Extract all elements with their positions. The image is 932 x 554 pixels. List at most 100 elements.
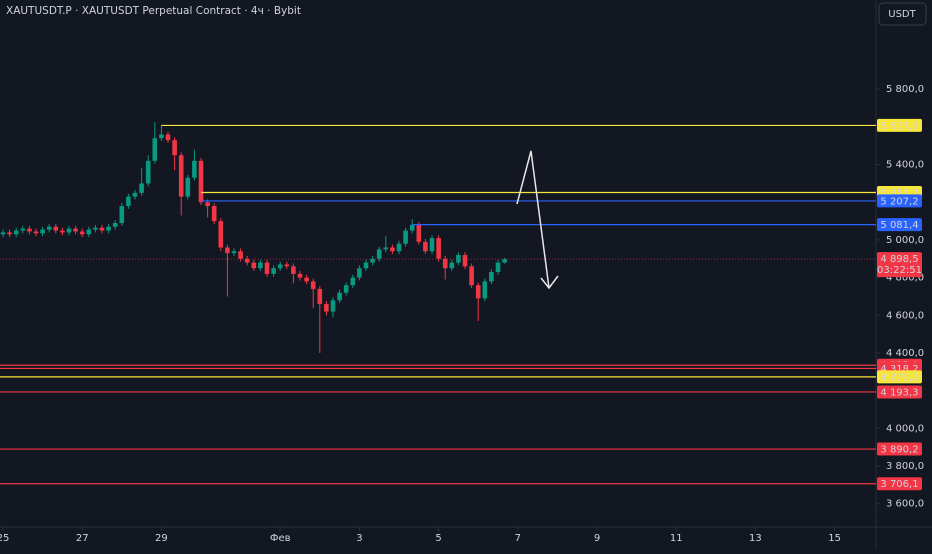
y-tick-label: 4 800,0 bbox=[886, 273, 924, 284]
candle-body bbox=[7, 232, 12, 235]
candle-body bbox=[383, 247, 389, 250]
candle-body bbox=[60, 230, 65, 233]
candle-body bbox=[66, 228, 72, 233]
candle-body bbox=[112, 222, 118, 227]
drawn-arrow bbox=[516, 150, 550, 289]
candle-body bbox=[409, 224, 415, 231]
candle-body bbox=[205, 202, 210, 207]
candle-body bbox=[403, 230, 408, 244]
candle-body bbox=[297, 273, 303, 278]
candle-body bbox=[469, 266, 474, 286]
level-label-box bbox=[877, 218, 922, 232]
y-tick-label: 5 000,0 bbox=[886, 235, 924, 246]
candle-body bbox=[271, 268, 276, 274]
candle-body bbox=[363, 262, 369, 269]
candle-body bbox=[185, 177, 191, 197]
candle-body bbox=[310, 281, 316, 289]
candle-body bbox=[106, 226, 111, 231]
level-label: 5 081,4 bbox=[880, 220, 918, 231]
candle-body bbox=[284, 264, 290, 267]
y-tick-label: 5 800,0 bbox=[886, 84, 924, 95]
candle-body bbox=[264, 262, 270, 274]
candle-body bbox=[198, 160, 204, 203]
last-price-label: 4 898,5 bbox=[880, 254, 918, 265]
level-label-box bbox=[877, 118, 922, 132]
candle-body bbox=[277, 264, 283, 269]
candle-body bbox=[258, 262, 263, 269]
y-tick-label: 3 800,0 bbox=[886, 461, 924, 472]
x-tick-label: 29 bbox=[155, 533, 168, 544]
chart-title: XAUTUSDT.P · XAUTUSDT Perpetual Contract… bbox=[6, 5, 301, 17]
level-label: 5 607,9 bbox=[880, 121, 918, 132]
x-tick-label: 9 bbox=[594, 533, 600, 544]
candle-body bbox=[436, 238, 441, 259]
candle-body bbox=[502, 259, 507, 263]
candle-body bbox=[489, 271, 494, 282]
candle-body bbox=[449, 262, 455, 269]
candle-body bbox=[152, 138, 158, 161]
candle-body bbox=[145, 160, 151, 184]
candle-body bbox=[93, 227, 98, 230]
candle-body bbox=[20, 228, 26, 231]
candle-body bbox=[495, 262, 501, 272]
candle-body bbox=[225, 247, 230, 254]
level-label-box bbox=[877, 194, 922, 208]
level-label-box bbox=[877, 385, 922, 399]
candle-body bbox=[192, 160, 197, 178]
candle-body bbox=[343, 285, 349, 293]
candle-body bbox=[211, 206, 217, 222]
candle-body bbox=[231, 251, 237, 254]
candle-body bbox=[73, 228, 78, 232]
candle-body bbox=[350, 277, 356, 286]
currency[interactable]: USDT bbox=[888, 9, 916, 20]
candle-body bbox=[357, 268, 362, 278]
candle-body bbox=[86, 229, 92, 235]
x-tick-label: 27 bbox=[76, 533, 89, 544]
candle-body bbox=[126, 196, 131, 207]
y-tick-label: 4 400,0 bbox=[886, 348, 924, 359]
candle-body bbox=[165, 134, 171, 141]
candle-body bbox=[251, 262, 257, 269]
candle-body bbox=[370, 258, 375, 263]
x-tick-label: 15 bbox=[828, 533, 841, 544]
candle-body bbox=[178, 155, 184, 197]
candle-body bbox=[159, 134, 164, 139]
level-label: 4 193,3 bbox=[880, 387, 918, 398]
x-tick-label: 13 bbox=[749, 533, 762, 544]
candle-body bbox=[244, 258, 250, 263]
y-tick-label: 5 400,0 bbox=[886, 160, 924, 171]
x-tick-label: 25 bbox=[0, 533, 9, 544]
level-label-box bbox=[877, 477, 922, 491]
candle-body bbox=[33, 231, 39, 234]
candle-body bbox=[99, 227, 105, 231]
level-label: 5 251,7 bbox=[880, 188, 918, 199]
level-label: 3 890,2 bbox=[880, 445, 918, 456]
candle-body bbox=[330, 300, 336, 312]
candle-body bbox=[390, 247, 395, 252]
candle-body bbox=[172, 140, 177, 156]
candle-body bbox=[46, 226, 52, 230]
candle-body bbox=[416, 224, 422, 242]
candle-body bbox=[238, 251, 243, 259]
x-tick-label: Фев bbox=[270, 533, 291, 544]
candle-body bbox=[482, 281, 488, 299]
arrow-head bbox=[540, 275, 559, 290]
candle-body bbox=[462, 255, 468, 267]
level-label-box bbox=[877, 442, 922, 456]
candle-body bbox=[13, 230, 19, 235]
currency-button[interactable] bbox=[878, 2, 927, 26]
level-label: 4 318,2 bbox=[880, 364, 918, 375]
candle-body bbox=[423, 241, 428, 252]
last-price-box bbox=[877, 252, 922, 278]
y-tick-label: 3 600,0 bbox=[886, 499, 924, 510]
candle-body bbox=[218, 221, 224, 248]
candle-body bbox=[119, 206, 125, 223]
candle-body bbox=[442, 258, 448, 269]
x-tick-label: 3 bbox=[356, 533, 362, 544]
candle-body bbox=[53, 226, 59, 231]
candle-body bbox=[40, 229, 45, 234]
y-tick-label: 4 000,0 bbox=[886, 423, 924, 434]
level-label: 5 207,2 bbox=[880, 196, 918, 207]
